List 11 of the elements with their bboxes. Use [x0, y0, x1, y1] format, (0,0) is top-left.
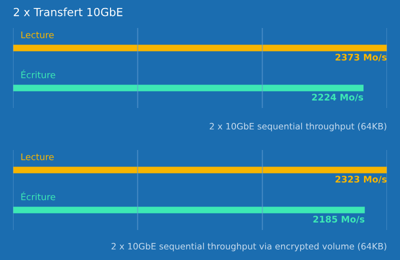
y-tick-label: Écriture	[21, 192, 56, 200]
data-label: 2373 Mo/s	[336, 54, 387, 62]
data-label: 2185 Mo/s	[313, 216, 364, 224]
chart-title: 2 x Transfert 10GbE	[14, 8, 122, 16]
y-tick-label: Lecture	[21, 32, 54, 38]
text: 2 x 10GbE sequential throughput via encrypted volume (64KB)	[112, 242, 386, 252]
data-label: 2224 Mo/s	[312, 94, 364, 102]
data-label: 2323 Mo/s	[336, 176, 387, 184]
y-tick-label: Écriture	[21, 70, 56, 78]
y-tick-label: Lecture	[21, 154, 54, 160]
text: 2 x 10GbE sequential throughput (64KB)	[210, 122, 386, 132]
